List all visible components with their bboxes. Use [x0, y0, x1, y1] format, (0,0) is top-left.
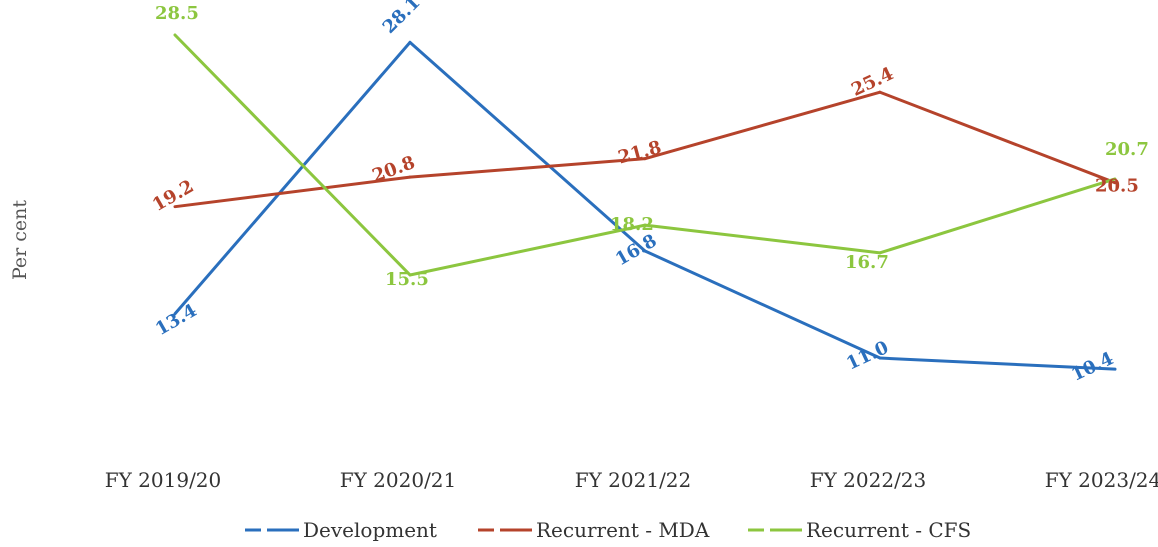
data-label: 15.5: [385, 269, 429, 290]
data-label: 16.8: [612, 230, 660, 270]
x-tick-label: FY 2020/21: [340, 468, 457, 492]
data-label: 28.1: [379, 0, 425, 38]
series-segment-development: [643, 249, 882, 360]
y-axis-title: Per cent: [9, 200, 31, 280]
legend-label: Recurrent - CFS: [806, 518, 971, 542]
series-segment-recurrent-cfs: [878, 177, 1117, 255]
data-label: 20.7: [1105, 139, 1149, 160]
x-tick-label: FY 2019/20: [105, 468, 222, 492]
legend-label: Recurrent - MDA: [536, 518, 710, 542]
legend-label: Development: [303, 518, 437, 542]
data-label: 28.5: [155, 3, 199, 24]
legend: Development Recurrent - MDA Recurrent - CF…: [245, 518, 971, 542]
x-axis-ticks: FY 2019/20 FY 2020/21 FY 2021/22 FY 2022/23…: [105, 468, 1158, 492]
series-segment-recurrent-cfs: [173, 33, 412, 277]
data-label: 13.4: [152, 300, 200, 340]
x-tick-label: FY 2023/24: [1045, 468, 1158, 492]
x-tick-label: FY 2021/22: [575, 468, 692, 492]
series-segment-recurrent-mda: [408, 157, 647, 179]
series-layer: [173, 33, 1117, 371]
data-label: 16.7: [845, 252, 889, 273]
data-label: 18.2: [610, 214, 654, 235]
series-segment-development: [173, 40, 412, 316]
series-segment-development: [878, 356, 1117, 371]
data-label: 10.4: [1068, 348, 1117, 386]
series-segment-development: [408, 40, 647, 253]
series-segment-recurrent-cfs: [643, 223, 882, 255]
x-tick-label: FY 2022/23: [810, 468, 927, 492]
data-label: 20.8: [370, 152, 418, 187]
data-label-layer: 13.428.116.811.0 10.419.220.8 21.825.420.5…: [149, 0, 1149, 386]
series-segment-recurrent-mda: [643, 90, 882, 161]
data-label: 21.8: [616, 137, 664, 169]
data-label: 11.0: [843, 337, 892, 375]
data-label: 19.2: [149, 176, 197, 216]
data-label: 20.5: [1095, 176, 1139, 197]
series-segment-recurrent-mda: [173, 175, 412, 209]
series-segment-recurrent-cfs: [408, 223, 647, 277]
series-segment-recurrent-mda: [878, 90, 1117, 185]
